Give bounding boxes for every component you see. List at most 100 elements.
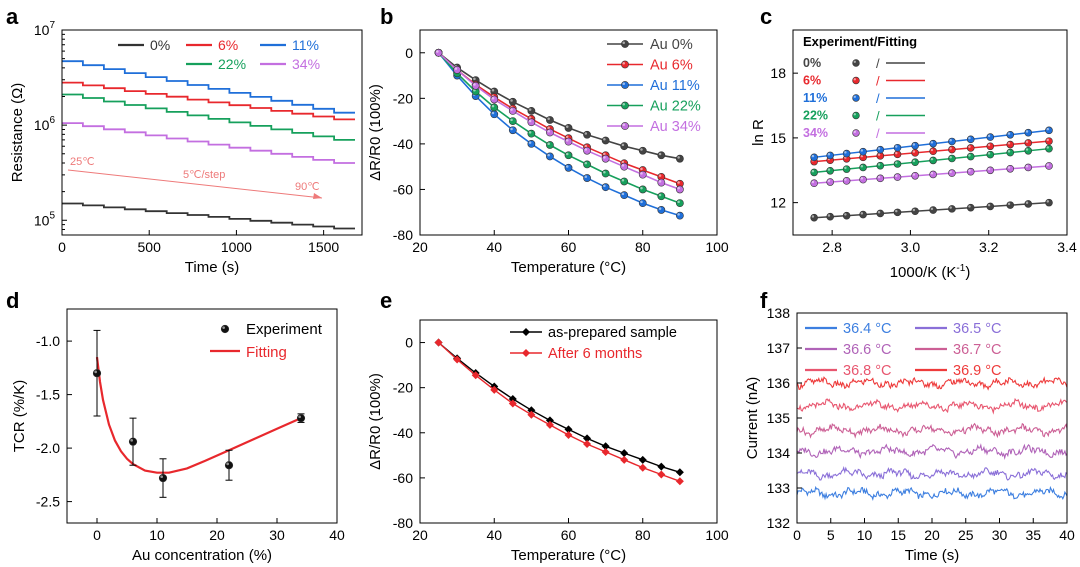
point-highlight (621, 164, 625, 167)
point-highlight (811, 215, 815, 218)
data-point (1024, 128, 1033, 137)
data-point (508, 106, 517, 115)
x-tick-label: 35 (1025, 527, 1041, 543)
x-axis-label: Temperature (°C) (511, 259, 626, 276)
experiment-point (224, 461, 234, 470)
x-tick-label: 1000 (221, 239, 252, 255)
point-highlight (622, 102, 625, 106)
data-point (1006, 130, 1015, 139)
point-highlight (658, 193, 662, 197)
x-tick-label: 1500 (308, 239, 339, 255)
point-highlight (853, 130, 856, 133)
data-point (810, 179, 818, 188)
x-tick-label: 20 (924, 527, 940, 543)
x-tick-label: 100 (705, 527, 729, 543)
data-point (564, 124, 573, 132)
experiment-point (128, 437, 138, 446)
diamond-point (638, 455, 647, 464)
data-point (546, 116, 554, 124)
data-point (810, 213, 818, 222)
data-point (929, 156, 937, 165)
legend-label: 11% (292, 37, 319, 53)
diamond-point (527, 406, 536, 415)
legend-label: 36.7 °C (953, 342, 1002, 358)
y-axis-label: TCR (%/K) (11, 380, 28, 453)
current-trace-36.6 °C (796, 443, 1068, 460)
panel-b: 20 40 60 80 100 0 -20 -40 -60 -80 Temperature (°C)… (367, 4, 729, 276)
point-highlight (827, 153, 831, 156)
y-tick-label: 0 (405, 45, 413, 61)
point-highlight (491, 104, 495, 108)
data-point (859, 210, 867, 219)
data-point (620, 177, 629, 186)
point-highlight (528, 116, 532, 119)
diamond-point (453, 355, 462, 364)
x-tick-label: 5 (827, 527, 835, 543)
point-highlight (622, 123, 625, 126)
diamond-point (564, 431, 573, 440)
data-point (546, 141, 554, 149)
annotation-arrowhead (313, 193, 322, 199)
legend-label: Au 34% (650, 119, 701, 135)
point-highlight (1025, 140, 1029, 143)
plot-frame (66, 308, 338, 524)
plot-frame (792, 29, 1068, 236)
y-axis-label: Current (nA) (744, 377, 761, 460)
point-highlight (877, 163, 881, 166)
data-point (583, 160, 591, 169)
data-point (986, 202, 995, 211)
point-highlight (987, 143, 991, 147)
point-highlight (827, 214, 831, 217)
x-tick-label: 40 (329, 527, 345, 543)
legend-marker (852, 94, 860, 102)
panel-label: c (760, 4, 772, 29)
point-highlight (895, 145, 898, 148)
point-highlight (1046, 200, 1049, 203)
series-line (438, 342, 681, 473)
point-highlight (565, 139, 569, 142)
legend-title: Experiment/Fitting (803, 34, 917, 49)
y-tick-label: 134 (767, 445, 791, 461)
diamond-point (657, 470, 666, 479)
x-tick-label: 3.0 (901, 239, 921, 255)
diamond-point (434, 338, 443, 347)
point-highlight (1046, 146, 1049, 149)
annotation-arrow (67, 169, 323, 199)
y-tick-label: -1.0 (36, 333, 60, 349)
data-point (583, 130, 591, 139)
point-highlight (853, 60, 856, 64)
y-tick-label: 15 (770, 130, 786, 146)
point-highlight (528, 108, 532, 111)
x-axis-label: Au concentration (%) (132, 547, 272, 564)
data-point (911, 158, 919, 167)
y-tick-label: 136 (767, 375, 791, 391)
data-point (675, 211, 684, 220)
point-highlight (949, 147, 952, 150)
legend-label: 36.4 °C (843, 321, 892, 337)
panel-label: f (760, 288, 768, 313)
diamond-point (527, 410, 536, 419)
data-point (1045, 137, 1053, 145)
y-axis-label: Resistance (Ω) (9, 83, 26, 183)
data-point (657, 206, 666, 214)
data-point (911, 171, 919, 180)
data-point (842, 177, 851, 185)
y-tick-label: -80 (393, 227, 413, 243)
data-point (657, 151, 666, 160)
legend-marker (522, 328, 530, 336)
legend-separator: / (876, 126, 880, 141)
data-point (1006, 148, 1015, 157)
legend-separator: / (876, 109, 880, 124)
data-point (911, 141, 919, 150)
data-point (842, 165, 851, 173)
data-point (601, 169, 610, 178)
legend-marker (621, 122, 629, 130)
series-line-34% (62, 122, 355, 164)
point-highlight (226, 462, 229, 466)
x-tick-label: 20 (412, 239, 428, 255)
x-axis-label-close: ) (965, 264, 970, 281)
point-highlight (510, 99, 513, 102)
x-tick-label: 500 (138, 239, 162, 255)
